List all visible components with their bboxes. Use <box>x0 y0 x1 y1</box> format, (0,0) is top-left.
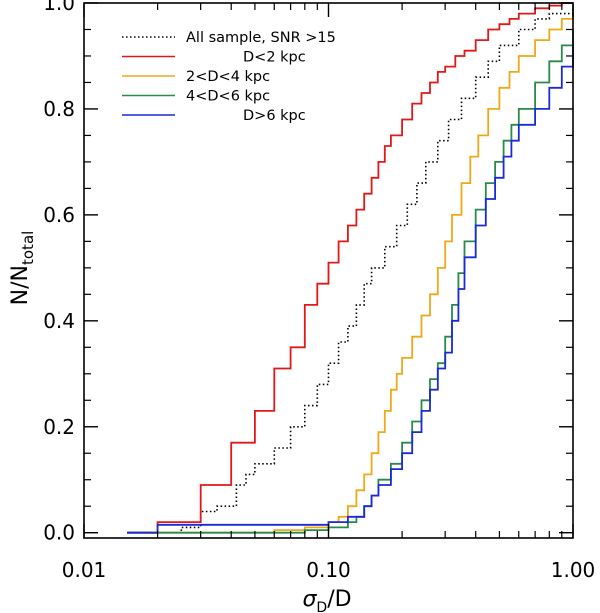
legend: All sample, SNR >15 D<2 kpc 2<D<4 kpc 4<D<6… <box>122 30 336 124</box>
x-tick-label-1: 0.10 <box>306 558 351 582</box>
legend-label-2: 2<D<4 kpc <box>186 69 270 85</box>
ticks-layer: 0.01 0.10 1.00 0.0 0.2 0.4 0.6 0.8 1.0 <box>43 0 595 582</box>
y-tick-label-5: 1.0 <box>43 0 75 15</box>
series-line-3 <box>127 29 574 534</box>
legend-label-1: D<2 kpc <box>243 50 306 66</box>
y-tick-label-2: 0.4 <box>43 309 75 333</box>
y-tick-label-3: 0.6 <box>43 203 75 227</box>
y-axis-title: N/Ntotal <box>8 231 37 306</box>
x-axis-title: σD/D <box>302 587 351 613</box>
series-layer <box>127 2 574 534</box>
x-tick-label-0: 0.01 <box>62 558 107 582</box>
series-line-4 <box>127 45 574 534</box>
legend-label-4: D>6 kpc <box>243 108 306 124</box>
series-line-0 <box>127 8 574 534</box>
y-tick-label-0: 0.0 <box>43 521 75 545</box>
series-line-1 <box>127 2 573 534</box>
legend-label-0: All sample, SNR >15 <box>186 30 336 46</box>
x-tick-label-2: 1.00 <box>551 558 596 582</box>
legend-label-3: 4<D<6 kpc <box>186 89 270 105</box>
series-line-2 <box>127 13 574 534</box>
y-tick-label-4: 0.8 <box>43 97 75 121</box>
y-tick-label-1: 0.2 <box>43 415 75 439</box>
